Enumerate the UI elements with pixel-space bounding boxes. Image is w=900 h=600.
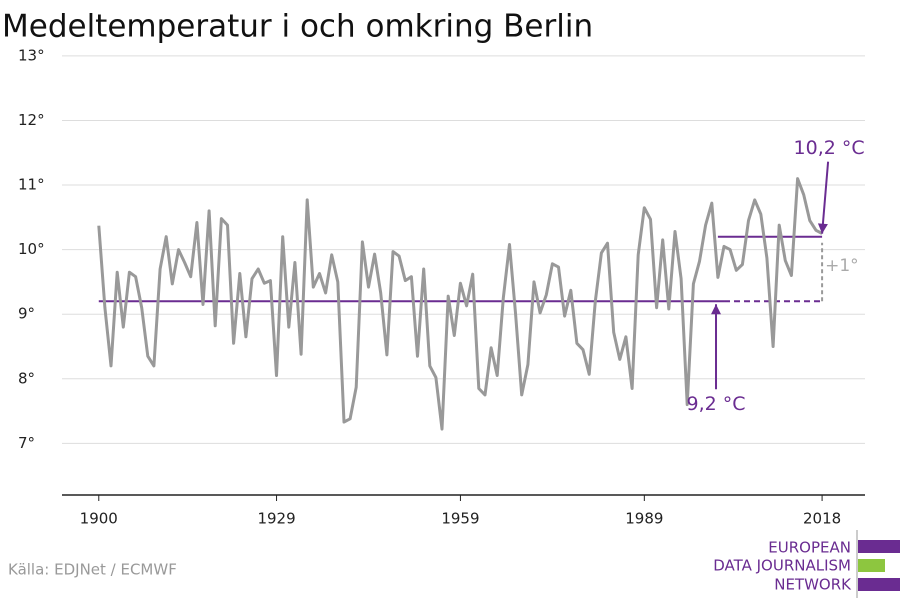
arrow-shaft	[821, 161, 830, 234]
x-tick-label: 1989	[625, 510, 663, 528]
arrow-head	[711, 304, 722, 315]
logo-text: NETWORK	[774, 576, 852, 594]
x-tick-label: 2018	[803, 510, 841, 528]
source: Källa: EDJNet / ECMWF	[8, 561, 177, 579]
annotation: 10,2 °C	[794, 137, 865, 159]
logo-bar	[858, 559, 885, 572]
annotation: 9,2 °C	[686, 393, 745, 415]
chart-title: Medeltemperatur i och omkring Berlin	[2, 9, 593, 45]
x-tick-label: 1959	[441, 510, 479, 528]
x-tick-label: 1900	[80, 510, 118, 528]
y-tick-label: 7°	[18, 434, 35, 452]
y-tick-label: 12°	[18, 111, 45, 129]
y-tick-label: 11°	[18, 176, 45, 194]
arrow-head	[817, 223, 828, 234]
data-line	[97, 177, 823, 431]
logo-text: DATA JOURNALISM	[713, 557, 851, 575]
y-tick-label: 9°	[18, 305, 35, 323]
logo-bar	[858, 540, 900, 553]
y-tick-label: 8°	[18, 369, 35, 387]
logo-bar	[858, 578, 900, 591]
difference-label: +1°	[825, 256, 859, 276]
y-tick-label: 10°	[18, 240, 45, 258]
x-tick-label: 1929	[257, 510, 295, 528]
logo-text: EUROPEAN	[768, 539, 851, 557]
y-tick-label: 13°	[18, 46, 45, 64]
